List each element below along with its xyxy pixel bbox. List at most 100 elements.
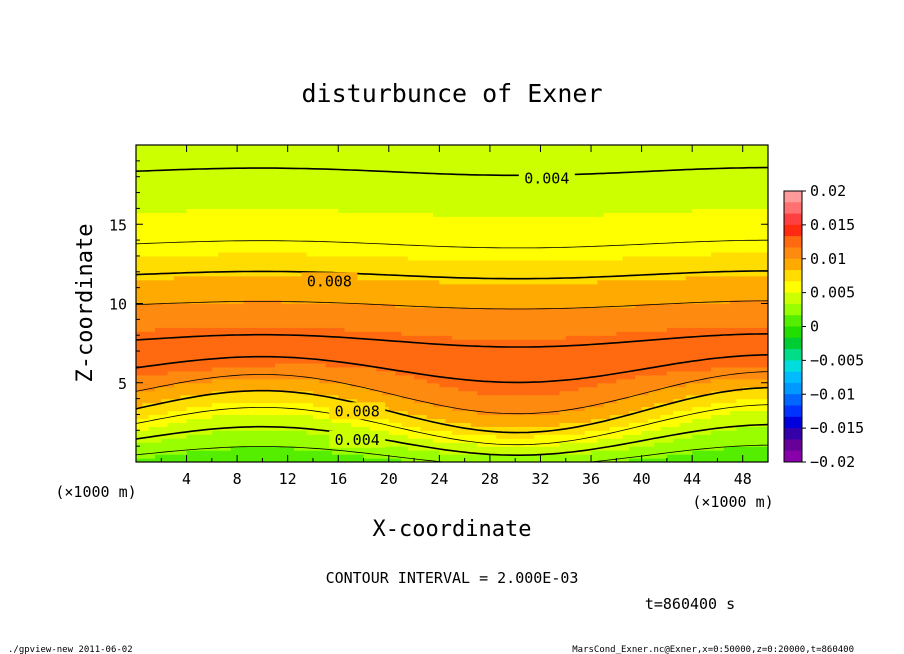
heatmap-cell <box>199 347 207 352</box>
heatmap-cell <box>173 351 181 356</box>
heatmap-cell <box>154 370 162 376</box>
heatmap-cell <box>622 414 630 420</box>
heatmap-cell <box>173 331 181 336</box>
heatmap-cell <box>173 307 181 313</box>
heatmap-cell <box>755 295 763 301</box>
heatmap-cell <box>306 331 314 336</box>
heatmap-cell <box>369 374 377 380</box>
heatmap-cell <box>489 442 497 447</box>
heatmap-cell <box>249 438 257 443</box>
heatmap-cell <box>433 331 440 336</box>
heatmap-cell <box>698 335 706 340</box>
heatmap-cell <box>717 442 725 447</box>
heatmap-cell <box>294 358 301 364</box>
heatmap-cell <box>312 422 320 427</box>
heatmap-cell <box>369 331 377 336</box>
heatmap-cell <box>698 446 706 451</box>
heatmap-cell <box>306 394 314 400</box>
heatmap-cell <box>628 398 636 404</box>
heatmap-cell <box>584 442 592 447</box>
heatmap-cell <box>597 366 605 372</box>
heatmap-cell <box>262 430 270 435</box>
heatmap-cell <box>559 394 567 400</box>
heatmap-cell <box>749 311 756 316</box>
heatmap-cell <box>237 374 245 380</box>
heatmap-cell <box>749 275 756 281</box>
heatmap-cell <box>287 366 295 372</box>
heatmap-cell <box>376 398 384 404</box>
heatmap-cell <box>142 319 150 324</box>
heatmap-cell <box>717 271 725 277</box>
heatmap-cell <box>433 450 440 455</box>
heatmap-cell <box>654 295 662 301</box>
heatmap-cell <box>647 335 655 340</box>
heatmap-cell <box>540 299 548 305</box>
heatmap-cell <box>458 370 466 376</box>
heatmap-cell <box>477 287 485 293</box>
heatmap-cell <box>458 323 466 328</box>
heatmap-cell <box>628 406 636 412</box>
heatmap-cell <box>268 335 276 340</box>
heatmap-cell <box>704 422 712 427</box>
heatmap-cell <box>502 390 510 396</box>
heatmap-cell <box>755 426 763 431</box>
heatmap-cell <box>173 315 181 320</box>
heatmap-cell <box>464 331 472 336</box>
heatmap-cell <box>647 398 655 404</box>
heatmap-cell <box>148 458 156 462</box>
heatmap-cell <box>610 335 617 340</box>
heatmap-cell <box>325 446 333 451</box>
heatmap-cell <box>603 295 611 301</box>
heatmap-cell <box>603 410 611 416</box>
heatmap-cell <box>572 418 579 423</box>
heatmap-cell <box>249 402 257 408</box>
heatmap-cell <box>591 279 598 285</box>
heatmap-cell <box>685 307 693 313</box>
heatmap-cell <box>287 358 295 364</box>
heatmap-cell <box>496 307 504 313</box>
heatmap-cell <box>553 442 561 447</box>
heatmap-cell <box>673 343 681 348</box>
heatmap-cell <box>161 426 169 431</box>
heatmap-cell <box>281 390 289 396</box>
heatmap-cell <box>660 398 668 404</box>
heatmap-cell <box>749 414 756 420</box>
heatmap-cell <box>369 351 377 356</box>
heatmap-cell <box>730 394 737 400</box>
heatmap-cell <box>628 402 636 408</box>
heatmap-cell <box>572 390 579 396</box>
heatmap-cell <box>660 315 668 320</box>
heatmap-cell <box>540 382 548 388</box>
heatmap-cell <box>319 430 327 435</box>
heatmap-cell <box>698 267 706 273</box>
heatmap-cell <box>647 414 655 420</box>
heatmap-cell <box>180 414 188 420</box>
heatmap-cell <box>673 386 681 392</box>
heatmap-cell <box>489 263 497 269</box>
heatmap-cell <box>622 418 630 423</box>
heatmap-cell <box>256 398 263 404</box>
heatmap-cell <box>540 430 548 435</box>
heatmap-cell <box>199 275 207 281</box>
heatmap-cell <box>205 327 213 332</box>
heatmap-cell <box>597 303 605 309</box>
heatmap-cell <box>344 446 352 451</box>
heatmap-cell <box>237 279 245 285</box>
heatmap-cell <box>515 454 523 459</box>
heatmap-cell <box>230 351 238 356</box>
heatmap-cell <box>376 335 384 340</box>
heatmap-cell <box>755 271 763 277</box>
heatmap-cell <box>508 319 516 324</box>
heatmap-cell <box>565 323 573 328</box>
heatmap-cell <box>496 358 504 364</box>
heatmap-cell <box>610 370 617 376</box>
heatmap-cell <box>180 315 188 320</box>
heatmap-cell <box>616 311 624 316</box>
heatmap-cell <box>350 263 358 269</box>
heatmap-cell <box>262 406 270 412</box>
heatmap-cell <box>521 422 529 427</box>
heatmap-cell <box>654 331 662 336</box>
heatmap-cell <box>414 355 421 360</box>
heatmap-cell <box>622 390 630 396</box>
heatmap-cell <box>452 283 459 289</box>
